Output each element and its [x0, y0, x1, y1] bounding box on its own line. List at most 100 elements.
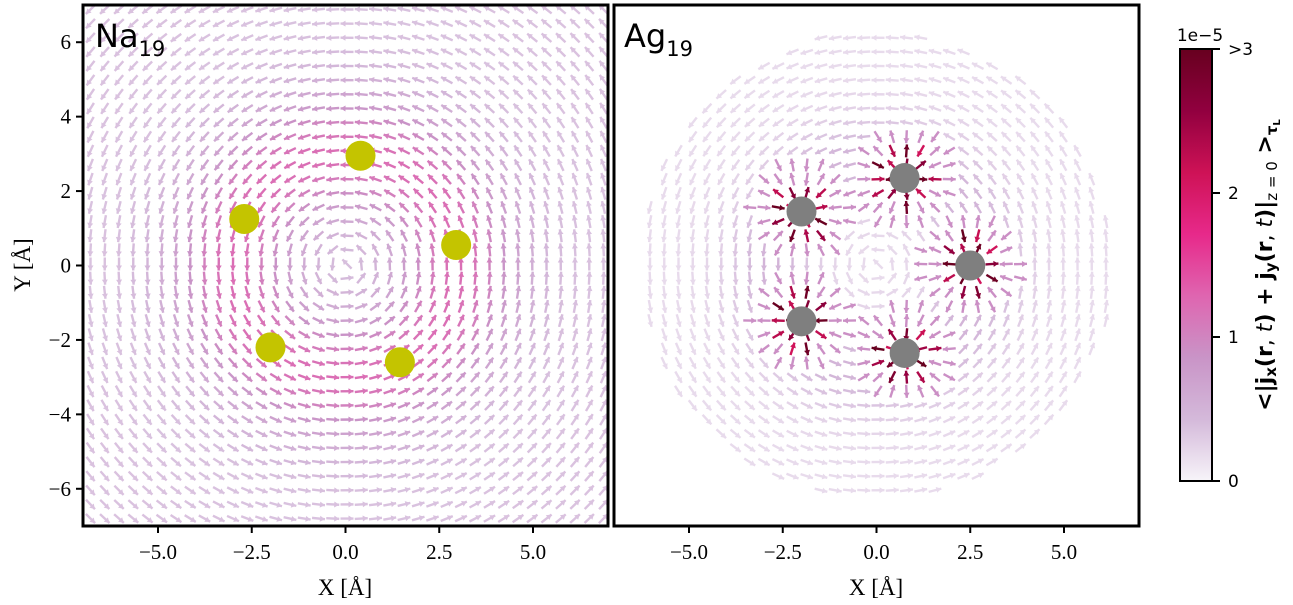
current-arrow-head: [688, 121, 695, 128]
current-arrow-head: [1045, 145, 1051, 152]
current-arrow-head: [457, 201, 463, 208]
current-arrow-head: [934, 146, 940, 153]
current-arrow-head: [888, 207, 895, 214]
current-arrow-head: [128, 79, 135, 86]
current-arrow-head: [1060, 314, 1067, 320]
current-arrow-head: [958, 146, 965, 153]
current-arrow-head: [232, 404, 239, 410]
current-arrow-head: [949, 430, 956, 436]
current-arrow-head: [718, 320, 725, 327]
current-arrow-head: [746, 265, 753, 271]
current-arrow-head: [445, 343, 451, 350]
current-arrow-head: [412, 119, 419, 125]
current-arrow-head: [460, 401, 467, 407]
current-arrow-head: [820, 302, 827, 308]
current-arrow-head: [188, 348, 194, 355]
current-arrow-head: [931, 136, 937, 142]
current-arrow-head: [204, 516, 211, 522]
current-arrow-head: [945, 306, 952, 313]
current-arrow-head: [319, 346, 325, 353]
current-arrow-head: [690, 362, 697, 369]
current-arrow-head: [957, 48, 964, 55]
current-arrow-head: [501, 357, 508, 364]
current-arrow-head: [185, 78, 192, 85]
current-arrow-head: [871, 63, 877, 70]
current-arrow-head: [143, 107, 149, 114]
current-arrow-head: [963, 430, 970, 436]
current-arrow-head: [348, 430, 354, 437]
current-arrow-head: [1019, 429, 1026, 436]
current-arrow-head: [305, 501, 311, 508]
current-arrow-head: [526, 5, 533, 12]
current-arrow-head: [488, 443, 495, 450]
current-arrow-head: [290, 445, 297, 452]
current-arrow-head: [87, 293, 94, 299]
current-arrow-head: [936, 261, 942, 268]
current-arrow-head: [914, 105, 921, 111]
current-arrow-head: [189, 446, 196, 453]
current-arrow-head: [457, 257, 464, 263]
current-arrow-head: [287, 292, 294, 299]
current-arrow-head: [928, 119, 935, 125]
current-arrow-head: [900, 119, 906, 126]
current-arrow-head: [559, 471, 566, 478]
current-arrow-head: [88, 363, 94, 370]
current-arrow-head: [559, 399, 565, 406]
current-arrow-head: [213, 78, 220, 84]
current-arrow-head: [218, 474, 225, 480]
current-arrow-head: [961, 315, 967, 321]
current-arrow-head: [369, 20, 375, 27]
current-arrow-head: [255, 49, 262, 56]
current-arrow-head: [517, 500, 524, 506]
current-arrow-head: [189, 404, 195, 411]
current-arrow-head: [543, 300, 550, 306]
current-arrow-head: [917, 215, 924, 222]
current-arrow-head: [361, 288, 367, 295]
current-arrow-head: [290, 375, 296, 381]
current-arrow-head: [818, 363, 825, 369]
current-arrow-head: [585, 145, 592, 151]
current-arrow-head: [572, 357, 579, 363]
current-arrow-head: [763, 177, 769, 184]
colorbar-ticks: 012>3: [1212, 40, 1253, 492]
current-arrow-head: [836, 473, 842, 480]
current-arrow-head: [174, 432, 181, 439]
current-arrow-head: [204, 474, 210, 480]
current-arrow-head: [703, 150, 709, 157]
current-arrow-head: [888, 377, 895, 383]
current-arrow-head: [297, 105, 304, 112]
current-arrow-head: [488, 386, 494, 393]
current-arrow-head: [200, 135, 206, 142]
current-arrow-head: [486, 173, 492, 180]
current-arrow-head: [390, 430, 397, 437]
current-arrow-head: [175, 460, 181, 467]
current-arrow-head: [1002, 201, 1009, 208]
current-arrow-head: [128, 8, 134, 14]
current-arrow-head: [960, 300, 967, 306]
current-arrow-head: [227, 106, 234, 113]
current-arrow-head: [646, 236, 653, 243]
current-arrow-head: [332, 290, 339, 296]
current-arrow-head: [1045, 173, 1052, 180]
current-arrow-head: [676, 349, 682, 355]
current-arrow-head: [1046, 343, 1053, 349]
current-arrow-head: [185, 121, 192, 128]
current-arrow-head: [703, 136, 709, 142]
current-arrow-head: [241, 49, 248, 56]
current-arrow-head: [300, 235, 306, 241]
current-arrow-head: [843, 105, 849, 112]
current-arrow-head: [933, 301, 939, 307]
current-arrow-head: [445, 372, 452, 379]
current-arrow-head: [369, 34, 375, 41]
current-arrow-head: [486, 215, 492, 222]
current-arrow-head: [286, 250, 293, 257]
current-arrow-head: [398, 175, 405, 181]
current-arrow-head: [469, 62, 476, 68]
current-arrow-head: [972, 76, 978, 83]
current-arrow-head: [441, 104, 448, 111]
current-arrow-head: [472, 243, 479, 249]
current-arrow-head: [447, 515, 453, 521]
current-arrow-head: [541, 5, 548, 11]
current-arrow-head: [586, 215, 592, 221]
